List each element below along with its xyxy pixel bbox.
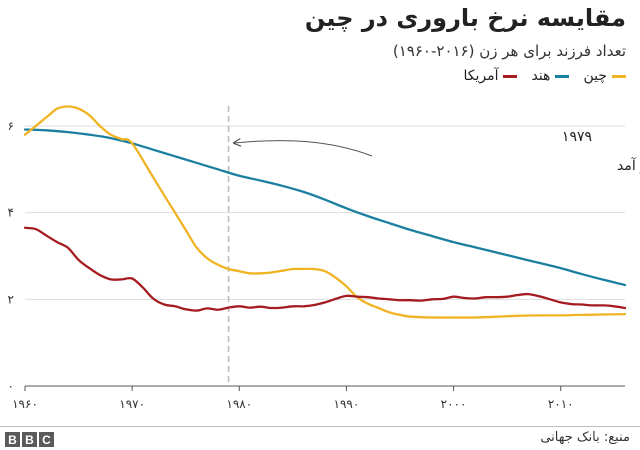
legend-item-china: چین — [583, 68, 626, 84]
x-tick-label: ۲۰۱۰ — [548, 397, 574, 411]
chart-legend: چین هند آمریکا — [463, 68, 626, 84]
legend-item-usa: آمریکا — [463, 68, 518, 84]
x-tick-label: ۲۰۰۰ — [441, 397, 467, 411]
bbc-logo-letter: B — [22, 432, 37, 447]
bbc-logo-letter: C — [39, 432, 54, 447]
x-tick-label: ۱۹۶۰ — [12, 397, 38, 411]
legend-swatch-china — [612, 74, 626, 78]
legend-label-india: هند — [531, 68, 551, 84]
grid-layer — [25, 125, 625, 387]
annotation-year: ۱۹۷۹ — [562, 129, 592, 145]
series-layer — [23, 105, 627, 319]
annotation-arrow — [234, 141, 373, 157]
legend-label-usa: آمریکا — [463, 68, 499, 84]
source-note: منبع: بانک جهانی — [540, 430, 630, 445]
bbc-logo-letter: B — [5, 432, 20, 447]
legend-label-china: چین — [583, 68, 607, 84]
x-tick-label: ۱۹۷۰ — [119, 397, 145, 411]
chart-title: مقایسه نرخ باروری در چین — [304, 4, 626, 32]
line-chart: ۰ ۲ ۴ ۶ ۱۹۶۰ ۱۹۷۰ ۱۹۸۰ ۱۹۹۰ ۲۰۰۰ ۲۰۱۰ ۱۹۷۹ سیاست… — [8, 105, 640, 411]
series-line-china — [23, 105, 627, 319]
footer-divider — [0, 426, 640, 427]
y-tick-label: ۰ — [8, 379, 14, 393]
chart-subtitle: تعداد فرزند برای هر زن (۲۰۱۶-۱۹۶۰) — [392, 42, 626, 60]
y-tick-label: ۲ — [8, 292, 14, 306]
legend-swatch-india — [555, 74, 570, 78]
x-tick-label: ۱۹۸۰ — [226, 397, 252, 411]
y-tick-label: ۴ — [8, 206, 14, 220]
bbc-logo: B B C — [5, 432, 54, 447]
y-axis-ticks: ۰ ۲ ۴ ۶ — [8, 119, 14, 393]
annotation-text: سیاست تک فرزندی به اجرا در آمد — [617, 157, 640, 174]
legend-swatch-usa — [503, 74, 518, 78]
series-line-india — [23, 128, 627, 287]
legend-item-india: هند — [531, 68, 570, 84]
y-tick-label: ۶ — [8, 119, 14, 133]
x-tick-label: ۱۹۹۰ — [334, 397, 360, 411]
series-line-usa — [23, 226, 627, 312]
x-axis-ticks: ۱۹۶۰ ۱۹۷۰ ۱۹۸۰ ۱۹۹۰ ۲۰۰۰ ۲۰۱۰ — [12, 386, 574, 411]
